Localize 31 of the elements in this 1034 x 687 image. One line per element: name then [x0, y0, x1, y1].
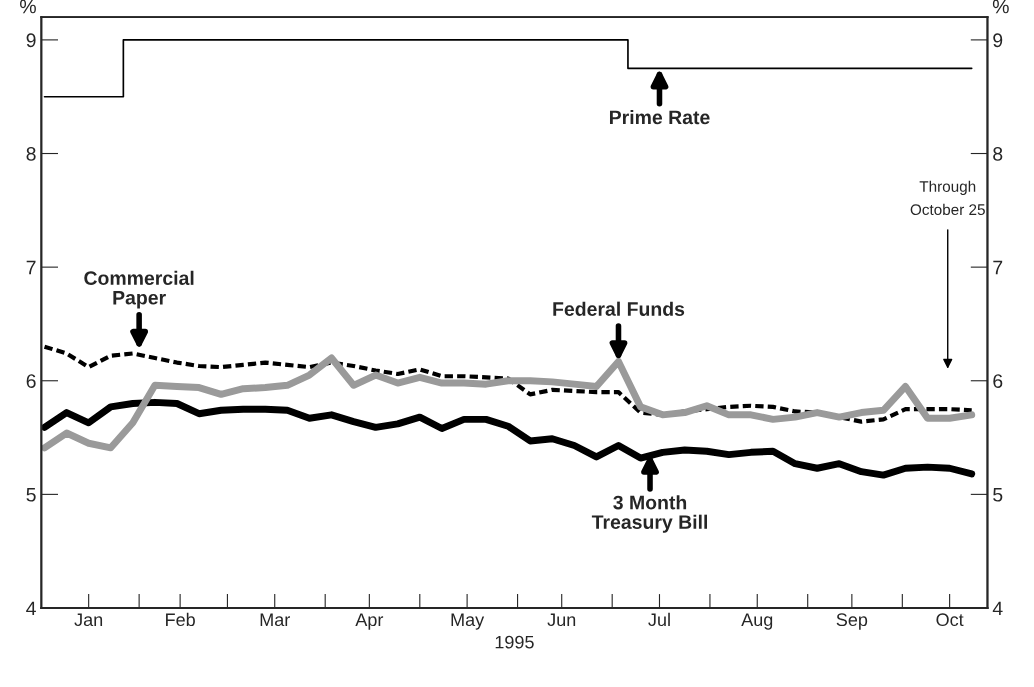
x-tick-label: Sep — [836, 613, 868, 630]
x-tick-label: Oct — [936, 613, 964, 627]
x-tick-label: Mar — [260, 613, 290, 627]
y-tick-label: 5 — [26, 488, 36, 502]
y-tick-label: 4 — [26, 601, 36, 616]
y2-tick-label: 8 — [993, 146, 1003, 161]
y2-tick-label: 9 — [993, 33, 1003, 48]
annotation: Through October 25 — [910, 180, 985, 216]
x-tick-label: Feb — [166, 612, 195, 627]
annotation: 3 Month Treasury Bill — [591, 495, 708, 533]
x-axis-title: 1995 — [495, 635, 534, 649]
y-tick-label: 8 — [26, 146, 36, 161]
x-tick-label: Jan — [74, 613, 103, 627]
y-tick-label: 9 — [26, 33, 36, 48]
annotation: Prime Rate — [609, 109, 710, 125]
y-axis-title: % — [20, 0, 36, 14]
y-tick-label: 7 — [26, 260, 36, 275]
annotation: Federal Funds — [553, 301, 685, 316]
line-series — [42, 344, 974, 424]
y2-tick-label: 7 — [993, 260, 1003, 275]
x-tick-label: Jun — [547, 613, 576, 627]
x-tick-label: Jul — [648, 612, 670, 627]
x-tick-label: May — [451, 613, 485, 630]
annotation: Commercial Paper — [84, 270, 194, 309]
y2-tick-label: 5 — [993, 488, 1003, 502]
y2-tick-label: 6 — [993, 374, 1003, 388]
x-tick-label: Apr — [355, 613, 384, 630]
y2-tick-label: 4 — [992, 601, 1003, 616]
y-tick-label: 6 — [26, 374, 36, 388]
y2-axis-title: % — [992, 0, 1009, 14]
x-tick-label: Aug — [741, 613, 773, 630]
